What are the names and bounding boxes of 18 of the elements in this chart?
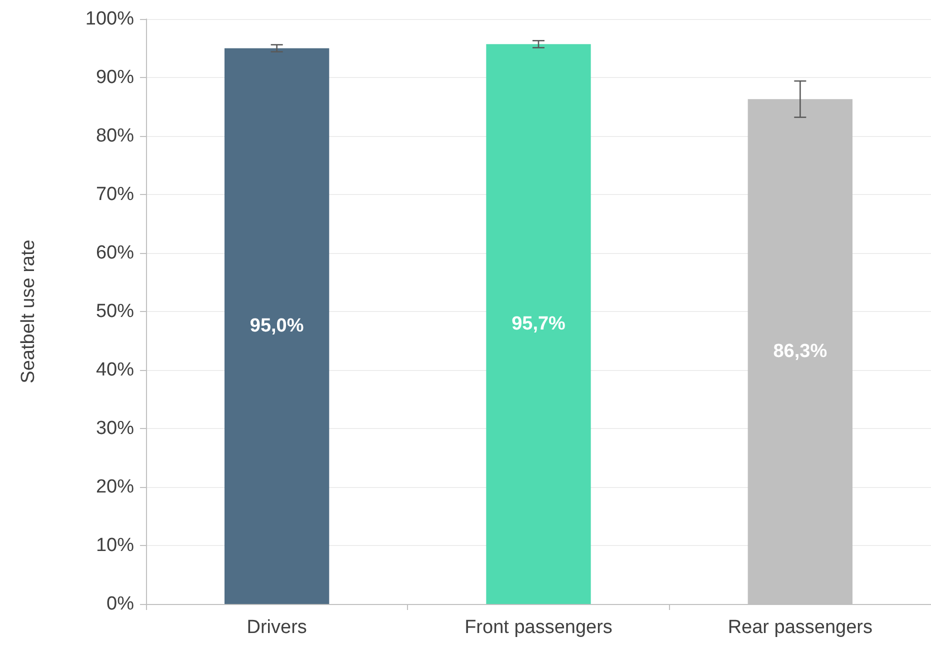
y-tick-label: 70% xyxy=(96,184,134,205)
y-tick-label: 0% xyxy=(106,594,134,614)
y-tick-label: 100% xyxy=(85,8,134,30)
data-label: 95,7% xyxy=(512,314,566,335)
y-tick-label: 20% xyxy=(96,476,134,498)
y-tick-label: 10% xyxy=(96,535,134,556)
y-tick-label: 60% xyxy=(96,242,134,264)
data-label: 95,0% xyxy=(250,316,304,337)
y-tick-label: 30% xyxy=(96,418,134,439)
y-tick-label: 80% xyxy=(96,126,134,146)
x-tick-label: Front passengers xyxy=(464,617,612,638)
y-axis-title: Seatbelt use rate xyxy=(18,240,39,384)
y-tick-label: 50% xyxy=(96,301,134,322)
data-label: 86,3% xyxy=(773,341,828,362)
x-tick-label: Drivers xyxy=(246,617,307,638)
x-tick-label: Rear passengers xyxy=(728,617,873,638)
y-tick-label: 40% xyxy=(96,360,134,380)
y-tick-label: 90% xyxy=(96,67,134,88)
